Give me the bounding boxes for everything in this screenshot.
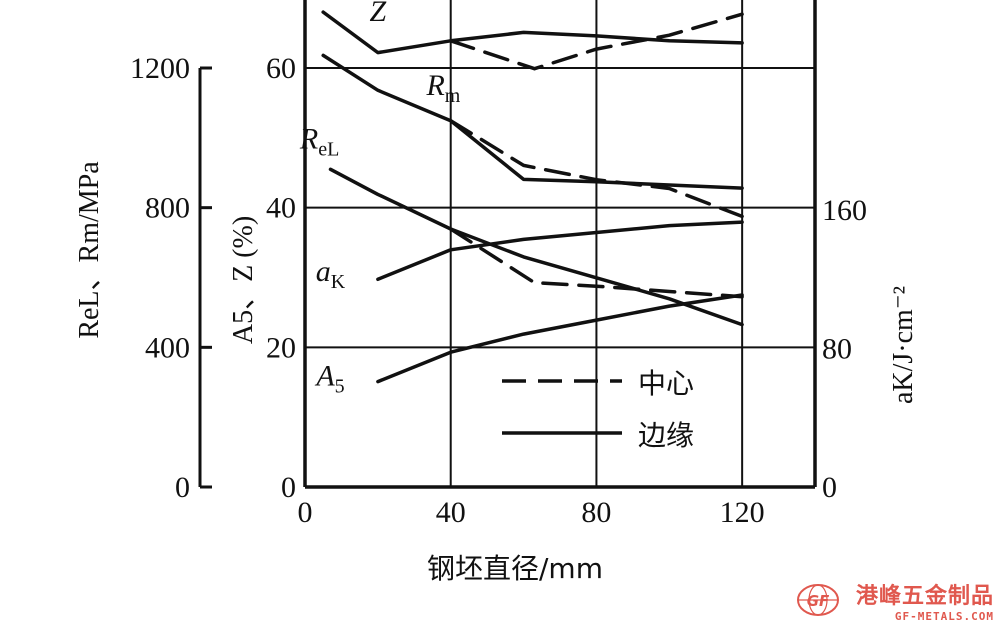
x-tick-label: 120	[720, 496, 765, 529]
series-lines	[321, 10, 744, 384]
x-tick-label: 80	[581, 496, 611, 529]
strength-axis-ticks: 0 400 800 1200	[130, 52, 212, 504]
strength-tick-label: 0	[175, 471, 190, 504]
watermark-logo: GF	[796, 583, 840, 621]
strength-tick-label: 1200	[130, 52, 190, 85]
legend: 中心 边缘	[502, 367, 694, 452]
impact-tick-label: 80	[822, 333, 852, 366]
series-line-a5-edge	[376, 293, 744, 384]
percent-axis-title: A5、Z (%)	[228, 216, 259, 344]
series-line-z-center	[448, 12, 744, 71]
series-label-a5: A5	[314, 360, 344, 398]
series-line-rel-center	[448, 227, 744, 299]
watermark: 港峰五金制品 GF-METALS.COM	[856, 578, 994, 623]
legend-edge-label: 边缘	[638, 419, 694, 452]
series-labels: Z Rm ReL aK A5	[299, 0, 461, 398]
series-line-rel-edge	[328, 167, 744, 327]
series-line-z-edge	[321, 10, 744, 55]
x-axis-ticks: 0 40 80 120	[298, 496, 765, 529]
percent-tick-label: 40	[266, 192, 296, 225]
series-label-z: Z	[370, 0, 387, 28]
impact-axis-ticks: 0 80 160	[822, 194, 867, 504]
impact-tick-label: 0	[822, 471, 837, 504]
series-line-rm-edge	[321, 53, 744, 190]
percent-axis-ticks: 0 20 40 60	[266, 52, 296, 504]
series-label-rm: Rm	[425, 69, 460, 107]
strength-axis-title: ReL、Rm/MPa	[74, 161, 105, 339]
series-line-ak-edge	[376, 220, 744, 282]
impact-tick-label: 160	[822, 194, 867, 227]
strength-tick-label: 800	[145, 192, 190, 225]
grid-lines	[305, 0, 815, 487]
watermark-logo-text: GF	[807, 592, 830, 610]
series-label-rel: ReL	[299, 122, 339, 160]
legend-center-label: 中心	[638, 367, 694, 400]
plot-frame	[303, 0, 817, 489]
watermark-site: GF-METALS.COM	[894, 610, 994, 623]
series-label-ak: aK	[316, 255, 346, 293]
series-line-rm-center	[448, 118, 744, 219]
percent-tick-label: 0	[281, 471, 296, 504]
x-axis-title: 钢坯直径/mm	[427, 552, 603, 585]
x-tick-label: 0	[298, 496, 313, 529]
x-tick-label: 40	[436, 496, 466, 529]
percent-tick-label: 20	[266, 331, 296, 364]
strength-tick-label: 400	[145, 331, 190, 364]
percent-tick-label: 60	[266, 52, 296, 85]
impact-axis-title: aK/J·cm⁻²	[888, 286, 919, 404]
watermark-name: 港峰五金制品	[855, 584, 994, 609]
